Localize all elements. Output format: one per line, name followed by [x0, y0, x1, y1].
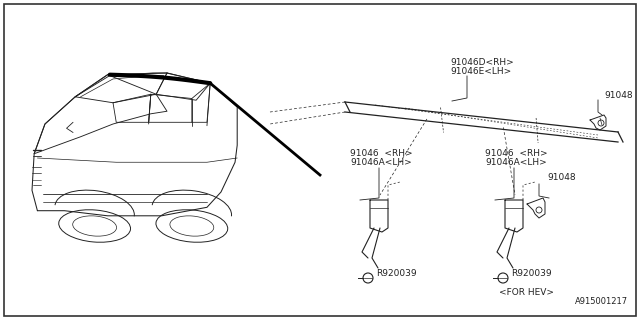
Text: 91048: 91048 — [547, 173, 575, 182]
Text: A915001217: A915001217 — [575, 297, 628, 306]
Text: <FOR HEV>: <FOR HEV> — [499, 288, 554, 297]
Text: 91046A<LH>: 91046A<LH> — [485, 158, 547, 167]
Text: 91046  <RH>: 91046 <RH> — [350, 149, 413, 158]
Text: 91046D<RH>: 91046D<RH> — [450, 58, 514, 67]
Text: 91046  <RH>: 91046 <RH> — [485, 149, 548, 158]
Text: R920039: R920039 — [511, 269, 552, 278]
Text: 91046A<LH>: 91046A<LH> — [350, 158, 412, 167]
Text: 91048: 91048 — [604, 91, 632, 100]
Text: 91046E<LH>: 91046E<LH> — [450, 67, 511, 76]
Text: R920039: R920039 — [376, 269, 417, 278]
